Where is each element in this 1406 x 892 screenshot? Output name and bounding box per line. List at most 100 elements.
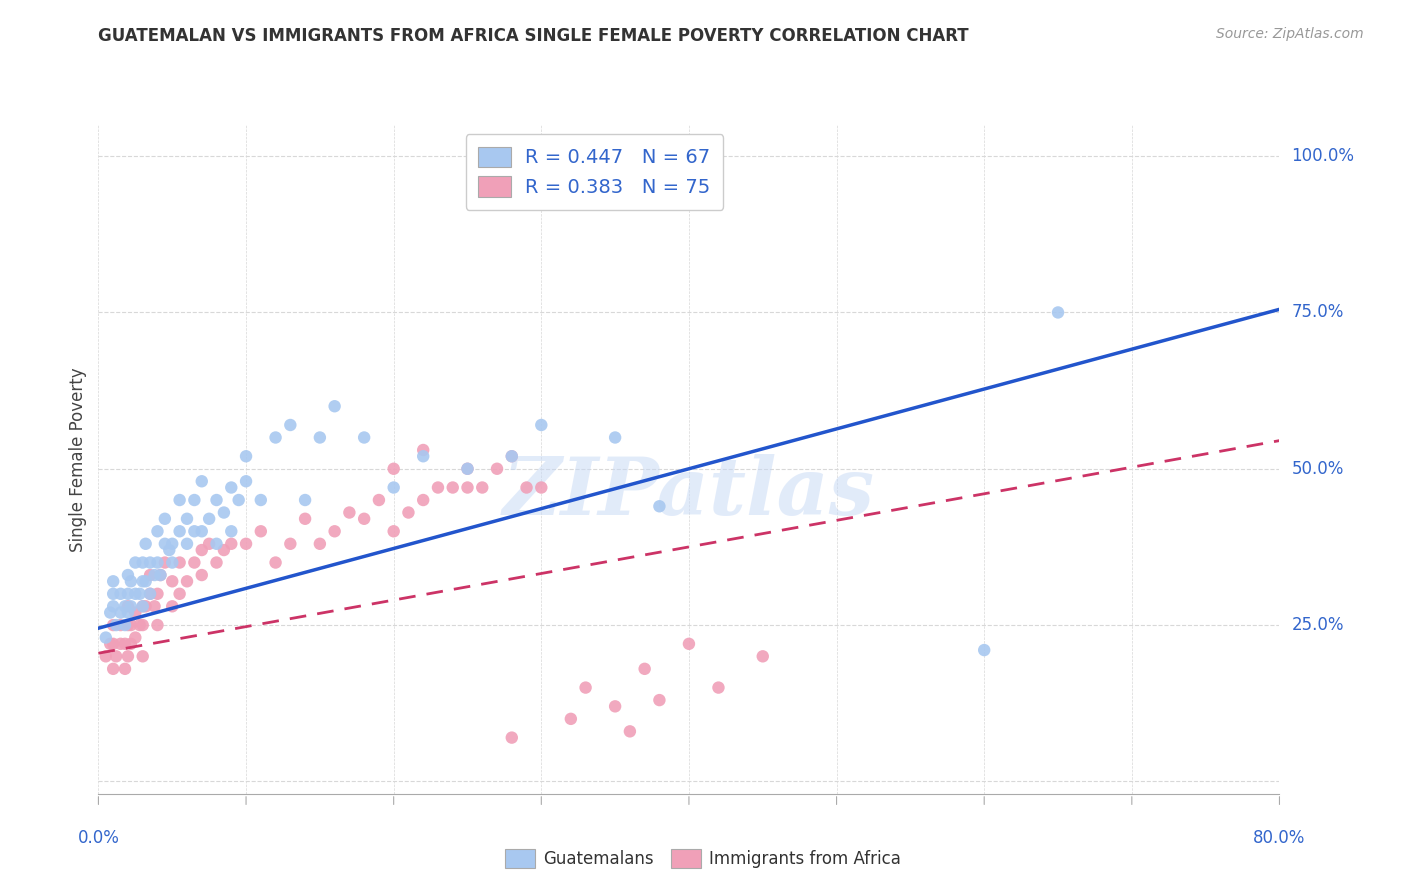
Point	[132, 618, 155, 632]
Point	[198, 512, 221, 526]
Point	[110, 587, 132, 601]
Point	[114, 618, 136, 632]
Point	[176, 537, 198, 551]
Point	[605, 699, 627, 714]
Point	[471, 481, 494, 495]
Point	[501, 449, 523, 463]
Point	[973, 643, 995, 657]
Point	[605, 430, 627, 444]
Point	[323, 399, 346, 413]
Point	[94, 631, 117, 645]
Point	[191, 475, 214, 489]
Point	[648, 500, 671, 514]
Y-axis label: Single Female Poverty: Single Female Poverty	[69, 368, 87, 551]
Point	[396, 506, 419, 520]
Point	[278, 417, 302, 432]
Point	[117, 568, 139, 582]
Point	[235, 475, 257, 489]
Point	[149, 568, 172, 582]
Point	[278, 537, 302, 551]
Point	[117, 606, 139, 620]
Point	[153, 512, 176, 526]
Point	[176, 512, 198, 526]
Text: GUATEMALAN VS IMMIGRANTS FROM AFRICA SINGLE FEMALE POVERTY CORRELATION CHART: GUATEMALAN VS IMMIGRANTS FROM AFRICA SIN…	[98, 27, 969, 45]
Point	[183, 524, 205, 539]
Text: 50.0%: 50.0%	[1291, 459, 1344, 478]
Point	[619, 724, 641, 739]
Point	[382, 481, 405, 495]
Point	[191, 543, 214, 558]
Point	[707, 681, 730, 695]
Text: 80.0%: 80.0%	[1253, 829, 1306, 847]
Point	[353, 430, 375, 444]
Point	[309, 430, 332, 444]
Point	[135, 537, 157, 551]
Point	[120, 599, 142, 614]
Legend: Guatemalans, Immigrants from Africa: Guatemalans, Immigrants from Africa	[498, 842, 908, 875]
Point	[103, 599, 125, 614]
Point	[337, 506, 360, 520]
Point	[219, 537, 242, 551]
Text: 75.0%: 75.0%	[1291, 303, 1344, 321]
Point	[114, 637, 136, 651]
Point	[114, 662, 136, 676]
Point	[110, 618, 132, 632]
Point	[153, 556, 176, 570]
Point	[128, 587, 150, 601]
Point	[219, 481, 242, 495]
Legend: R = 0.447   N = 67, R = 0.383   N = 75: R = 0.447 N = 67, R = 0.383 N = 75	[465, 134, 723, 210]
Point	[235, 537, 257, 551]
Point	[198, 537, 221, 551]
Point	[264, 556, 287, 570]
Point	[120, 574, 142, 589]
Point	[353, 512, 375, 526]
Point	[250, 493, 273, 508]
Point	[120, 637, 142, 651]
Point	[117, 599, 139, 614]
Point	[205, 556, 228, 570]
Point	[124, 587, 146, 601]
Point	[143, 599, 166, 614]
Point	[132, 599, 155, 614]
Point	[212, 506, 235, 520]
Point	[103, 574, 125, 589]
Point	[132, 556, 155, 570]
Point	[427, 481, 450, 495]
Point	[212, 543, 235, 558]
Point	[382, 524, 405, 539]
Point	[146, 587, 169, 601]
Point	[162, 537, 183, 551]
Point	[117, 618, 139, 632]
Point	[98, 606, 121, 620]
Point	[132, 574, 155, 589]
Point	[103, 637, 125, 651]
Point	[146, 556, 169, 570]
Point	[323, 524, 346, 539]
Point	[117, 587, 139, 601]
Text: Source: ZipAtlas.com: Source: ZipAtlas.com	[1216, 27, 1364, 41]
Point	[162, 574, 183, 589]
Point	[205, 493, 228, 508]
Point	[1046, 305, 1069, 319]
Point	[368, 493, 391, 508]
Point	[412, 449, 434, 463]
Point	[294, 512, 316, 526]
Point	[530, 481, 553, 495]
Point	[205, 537, 228, 551]
Point	[94, 649, 117, 664]
Point	[117, 649, 139, 664]
Point	[183, 556, 205, 570]
Point	[219, 524, 242, 539]
Point	[530, 417, 553, 432]
Point	[648, 693, 671, 707]
Point	[678, 637, 700, 651]
Point	[135, 599, 157, 614]
Point	[751, 649, 773, 664]
Point	[382, 462, 405, 476]
Point	[139, 568, 162, 582]
Point	[103, 662, 125, 676]
Point	[103, 587, 125, 601]
Point	[412, 493, 434, 508]
Point	[441, 481, 464, 495]
Point	[264, 430, 287, 444]
